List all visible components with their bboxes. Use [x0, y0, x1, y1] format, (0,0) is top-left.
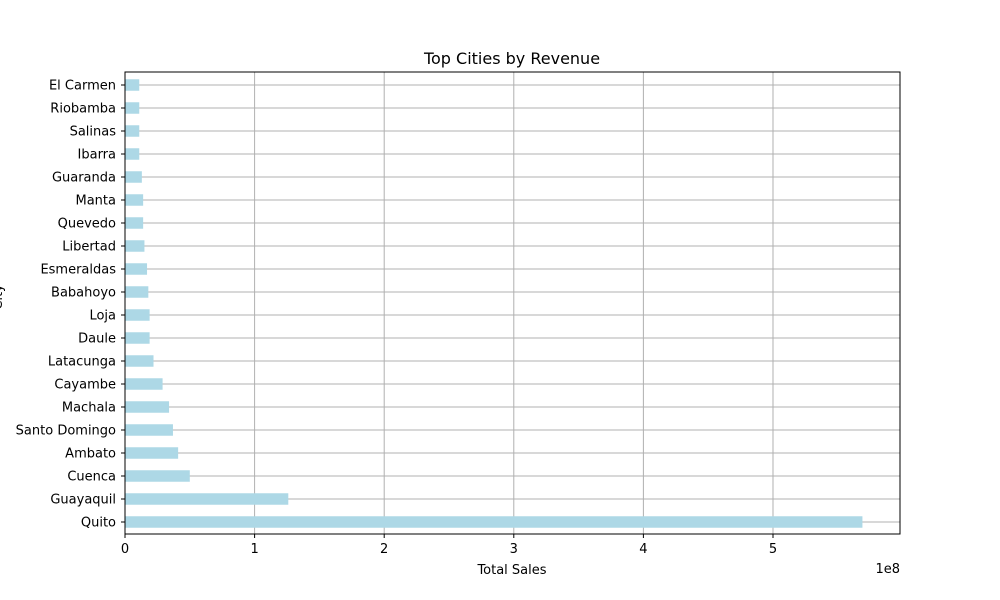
y-tick-label: Ibarra: [78, 148, 116, 163]
plot-area: [125, 72, 900, 534]
x-tick-label: 2: [380, 542, 388, 557]
bar-babahoyo: [125, 286, 149, 298]
bar-guayaquil: [125, 493, 289, 505]
bar-daule: [125, 332, 150, 344]
y-tick-label: Salinas: [70, 125, 117, 140]
y-tick-label: Santo Domingo: [16, 424, 116, 439]
y-tick-label: Cayambe: [54, 378, 116, 393]
bar-esmeraldas: [125, 263, 148, 275]
y-tick-label: Ambato: [65, 447, 116, 462]
x-tick-label: 0: [121, 542, 129, 557]
y-tick-label: Quito: [81, 516, 116, 531]
y-tick-label: Libertad: [62, 240, 116, 255]
bar-guaranda: [125, 171, 142, 183]
bar-loja: [125, 309, 150, 321]
bar-salinas: [125, 125, 140, 137]
y-tick-label: Daule: [78, 332, 116, 347]
x-axis-scale-label: 1e8: [875, 562, 900, 577]
y-tick-label: Esmeraldas: [40, 263, 116, 278]
bar-el-carmen: [125, 79, 140, 91]
x-tick-label: 4: [639, 542, 647, 557]
bar-santo-domingo: [125, 424, 173, 436]
x-tick-label: 3: [510, 542, 518, 557]
y-tick-label: Machala: [62, 401, 116, 416]
bar-riobamba: [125, 102, 140, 114]
bar-quevedo: [125, 217, 144, 229]
y-tick-label: El Carmen: [49, 79, 116, 94]
y-tick-label: Loja: [89, 309, 116, 324]
y-tick-label: Riobamba: [50, 102, 116, 117]
bar-cayambe: [125, 378, 163, 390]
x-axis-label: Total Sales: [476, 563, 546, 578]
bar-latacunga: [125, 355, 154, 367]
y-tick-label: Cuenca: [67, 470, 116, 485]
y-tick-label: Guaranda: [52, 171, 116, 186]
y-tick-label: Quevedo: [58, 217, 116, 232]
x-tick-label: 5: [769, 542, 777, 557]
bar-ibarra: [125, 148, 140, 160]
bar-quito: [125, 516, 863, 528]
bars: [125, 79, 863, 528]
y-tick-label: Manta: [76, 194, 117, 209]
bar-machala: [125, 401, 170, 413]
y-tick-label: Babahoyo: [51, 286, 116, 301]
grid-lines: [124, 72, 900, 534]
chart-title: Top Cities by Revenue: [423, 49, 600, 68]
bar-libertad: [125, 240, 145, 252]
y-axis-ticks: Quito Guayaquil Cuenca Ambato Santo Domingo M…: [16, 79, 125, 531]
y-axis-label: City: [0, 284, 6, 310]
y-tick-label: Latacunga: [48, 355, 116, 370]
x-axis-ticks: 0 1 2 3 4 5: [121, 534, 777, 557]
x-tick-label: 1: [250, 542, 258, 557]
y-tick-label: Guayaquil: [50, 493, 116, 508]
bar-manta: [125, 194, 144, 206]
plot-frame: [124, 71, 901, 535]
bar-ambato: [125, 447, 179, 459]
bar-cuenca: [125, 470, 190, 482]
